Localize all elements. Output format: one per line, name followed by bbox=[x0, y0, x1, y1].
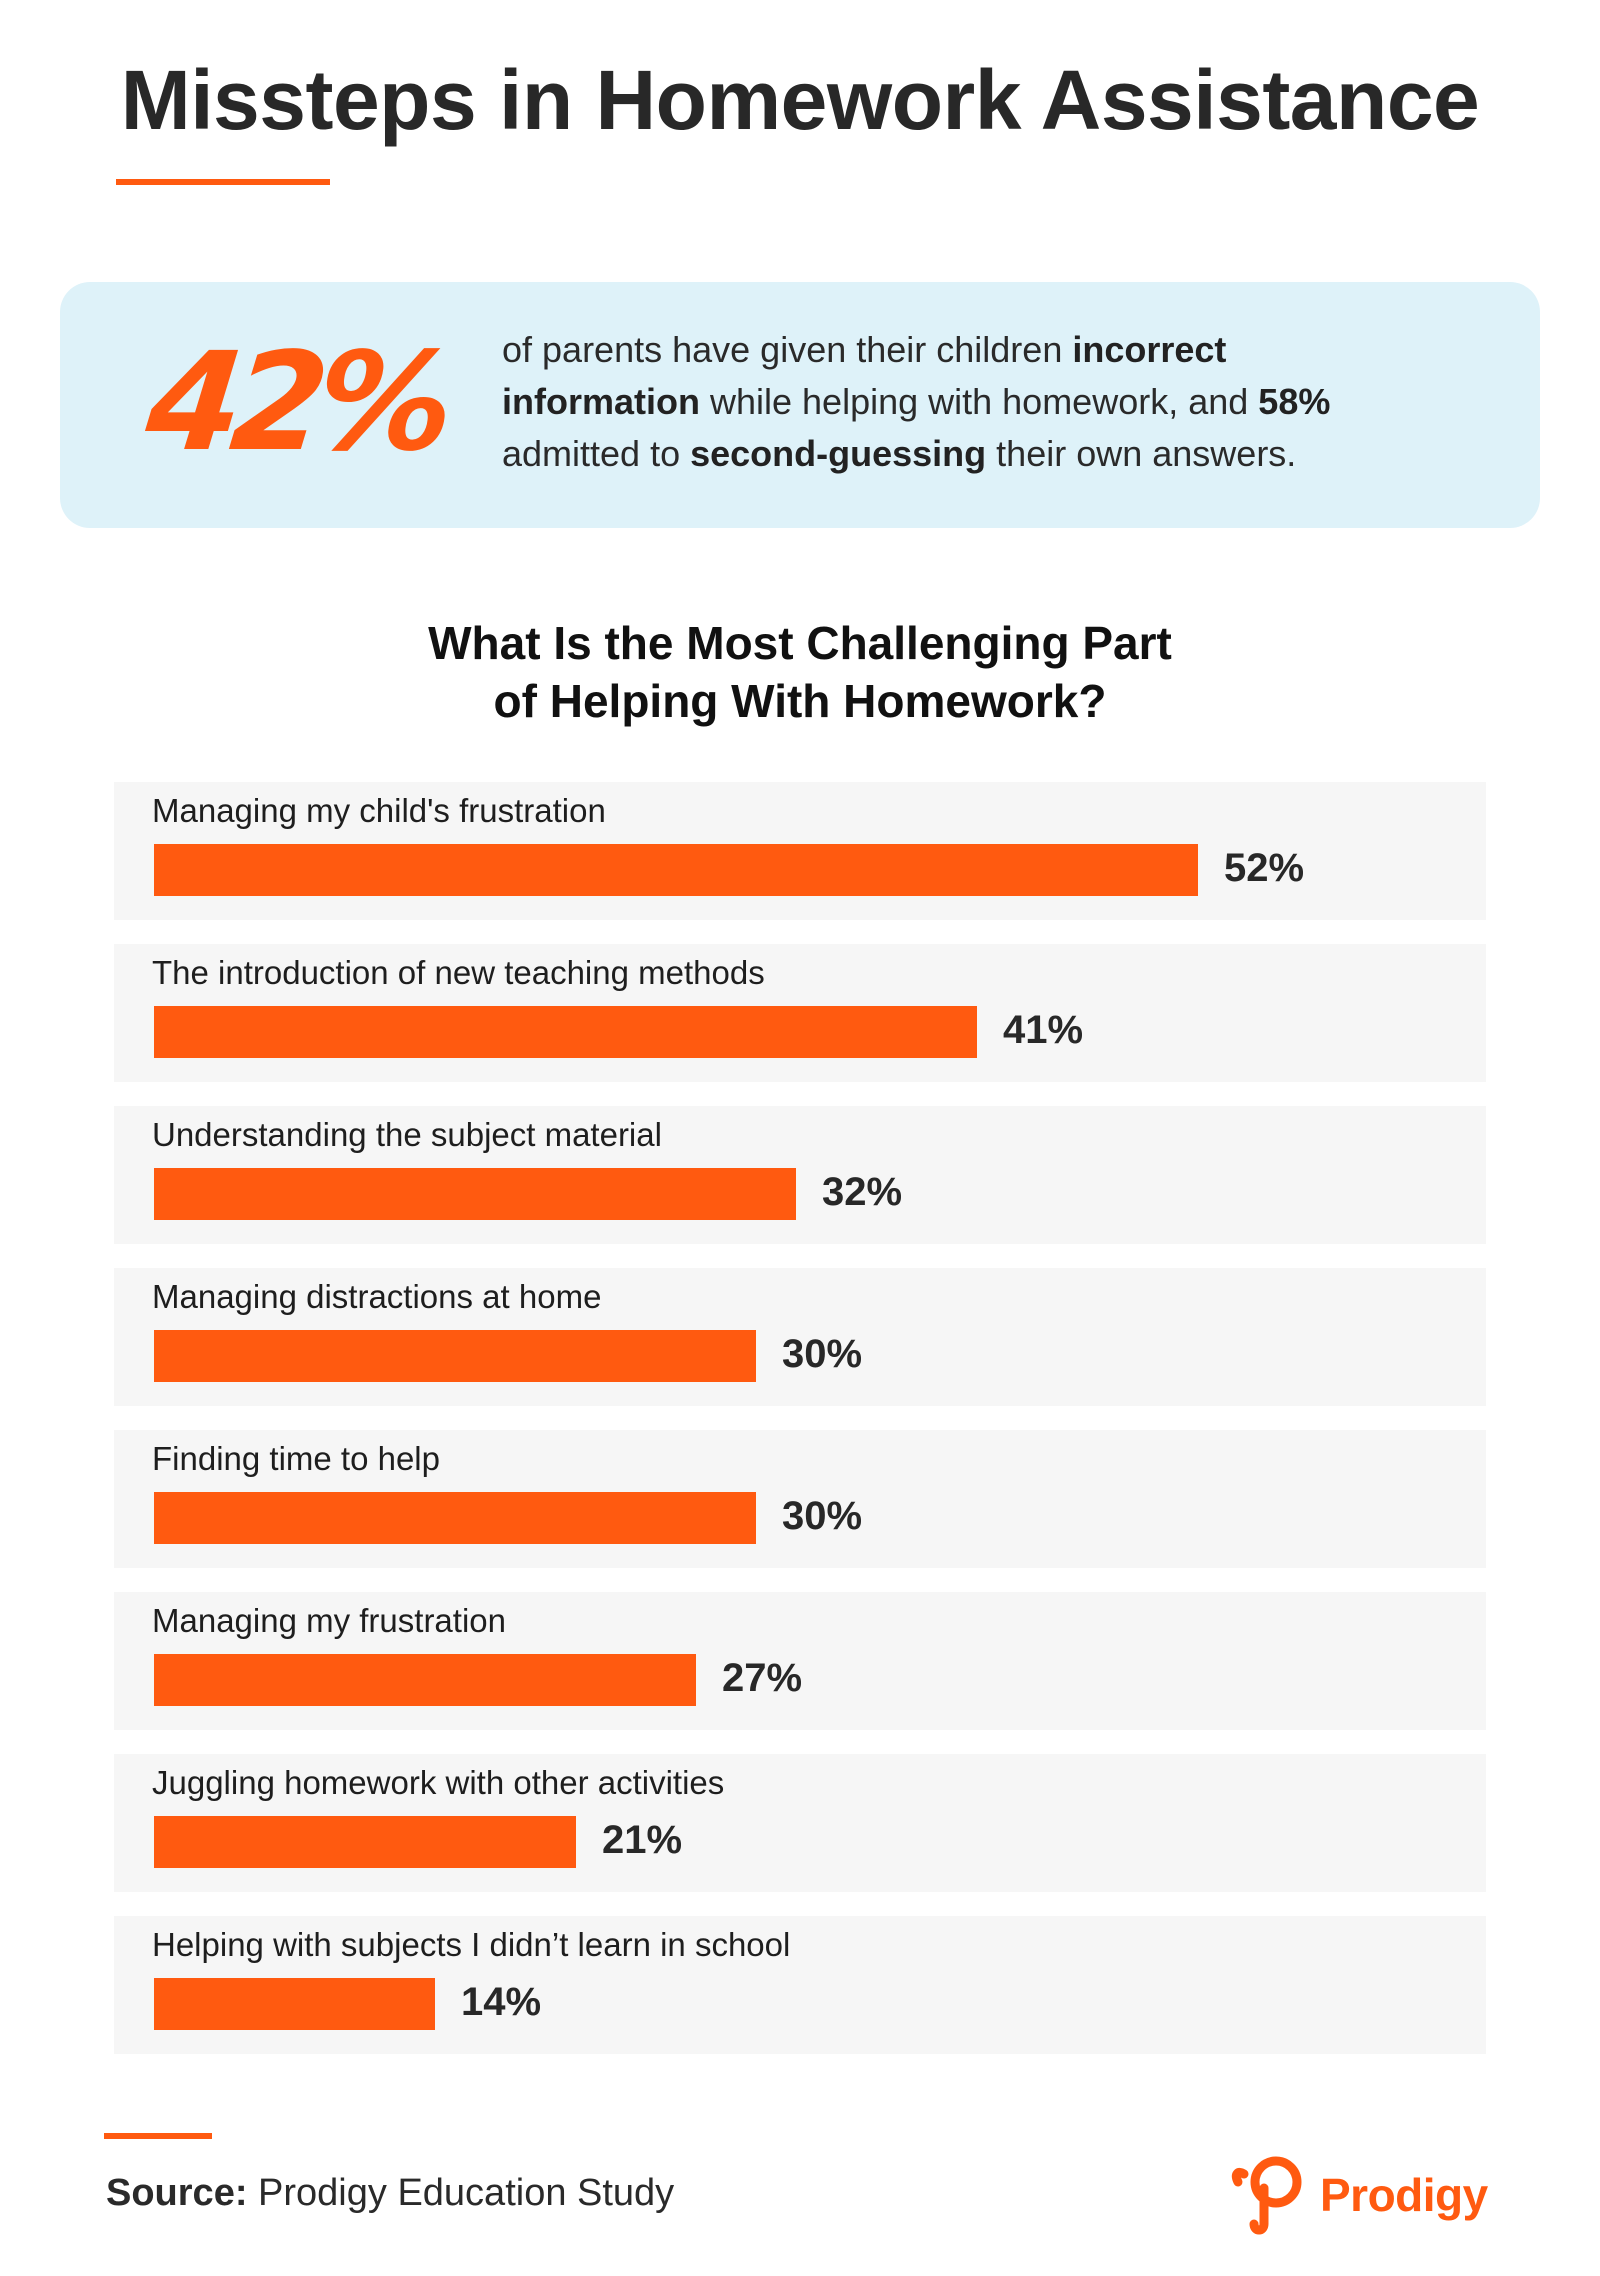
bar-value-label: 30% bbox=[782, 1332, 863, 1376]
bar bbox=[154, 1168, 796, 1220]
source-label: Source: bbox=[106, 2172, 248, 2214]
bar-category-label: Helping with subjects I didn’t learn in … bbox=[152, 1926, 791, 1963]
bar-value-label: 14% bbox=[461, 1980, 542, 2024]
brand-logo: Prodigy bbox=[1228, 2152, 1488, 2238]
bar-row: Managing my frustration 27% bbox=[114, 1592, 1486, 1730]
stat-text-emphasis: incorrect bbox=[1072, 329, 1227, 370]
title-underline bbox=[116, 179, 330, 185]
bar-value-label: 30% bbox=[782, 1494, 863, 1538]
bar-value-label: 52% bbox=[1224, 846, 1305, 890]
bar-category-label: Juggling homework with other activities bbox=[152, 1764, 725, 1801]
bar-category-label: Managing distractions at home bbox=[152, 1278, 602, 1315]
bar-category-label: Understanding the subject material bbox=[152, 1116, 662, 1153]
bar-row: Managing my child's frustration 52% bbox=[114, 782, 1486, 920]
bar bbox=[154, 1654, 696, 1706]
bar-row: Juggling homework with other activities 2… bbox=[114, 1754, 1486, 1892]
bar bbox=[154, 1330, 756, 1382]
chart-title: What Is the Most Challenging Part of Hel… bbox=[300, 614, 1300, 730]
bar-category-label: Managing my child's frustration bbox=[152, 792, 606, 829]
bar-row: Helping with subjects I didn’t learn in … bbox=[114, 1916, 1486, 2054]
bar-row: Understanding the subject material 32% bbox=[114, 1106, 1486, 1244]
bar-row: Managing distractions at home 30% bbox=[114, 1268, 1486, 1406]
bar-value-label: 21% bbox=[602, 1818, 683, 1862]
bar-row: Finding time to help 30% bbox=[114, 1430, 1486, 1568]
stat-text-emphasis: second-guessing bbox=[690, 433, 987, 474]
bar bbox=[154, 844, 1198, 896]
brand-name: Prodigy bbox=[1320, 2169, 1488, 2221]
stat-text-part: their own answers. bbox=[986, 433, 1297, 474]
stat-text-part: of parents have given their children bbox=[502, 329, 1073, 370]
bar-value-label: 32% bbox=[822, 1170, 903, 1214]
stat-text-part: while helping with homework, and bbox=[699, 381, 1259, 422]
prodigy-logo-icon bbox=[1231, 2156, 1302, 2235]
bar-category-label: Finding time to help bbox=[152, 1440, 440, 1477]
bar bbox=[154, 1492, 756, 1544]
bar bbox=[154, 1978, 435, 2030]
bar bbox=[154, 1816, 576, 1868]
source-text: Prodigy Education Study bbox=[247, 2172, 675, 2214]
footer-rule bbox=[104, 2133, 212, 2139]
chart-title-line-1: What Is the Most Challenging Part bbox=[428, 617, 1172, 669]
stat-text-emphasis: information bbox=[502, 381, 700, 422]
stat-callout-box bbox=[60, 282, 1540, 528]
bar-row: The introduction of new teaching methods… bbox=[114, 944, 1486, 1082]
bar-category-label: Managing my frustration bbox=[152, 1602, 506, 1639]
stat-description: of parents have given their children inc… bbox=[502, 324, 1502, 480]
stat-percentage: 42% bbox=[139, 324, 452, 482]
bar-value-label: 27% bbox=[722, 1656, 803, 1700]
chart-title-line-2: of Helping With Homework? bbox=[493, 675, 1107, 727]
page-title: Missteps in Homework Assistance bbox=[120, 53, 1480, 147]
bar-category-label: The introduction of new teaching methods bbox=[152, 954, 765, 991]
bar bbox=[154, 1006, 977, 1058]
stat-text-emphasis: 58% bbox=[1258, 381, 1331, 422]
stat-text-part: admitted to bbox=[502, 433, 691, 474]
bar-value-label: 41% bbox=[1003, 1008, 1084, 1052]
source-note: Source: Prodigy Education Study bbox=[106, 2172, 674, 2215]
